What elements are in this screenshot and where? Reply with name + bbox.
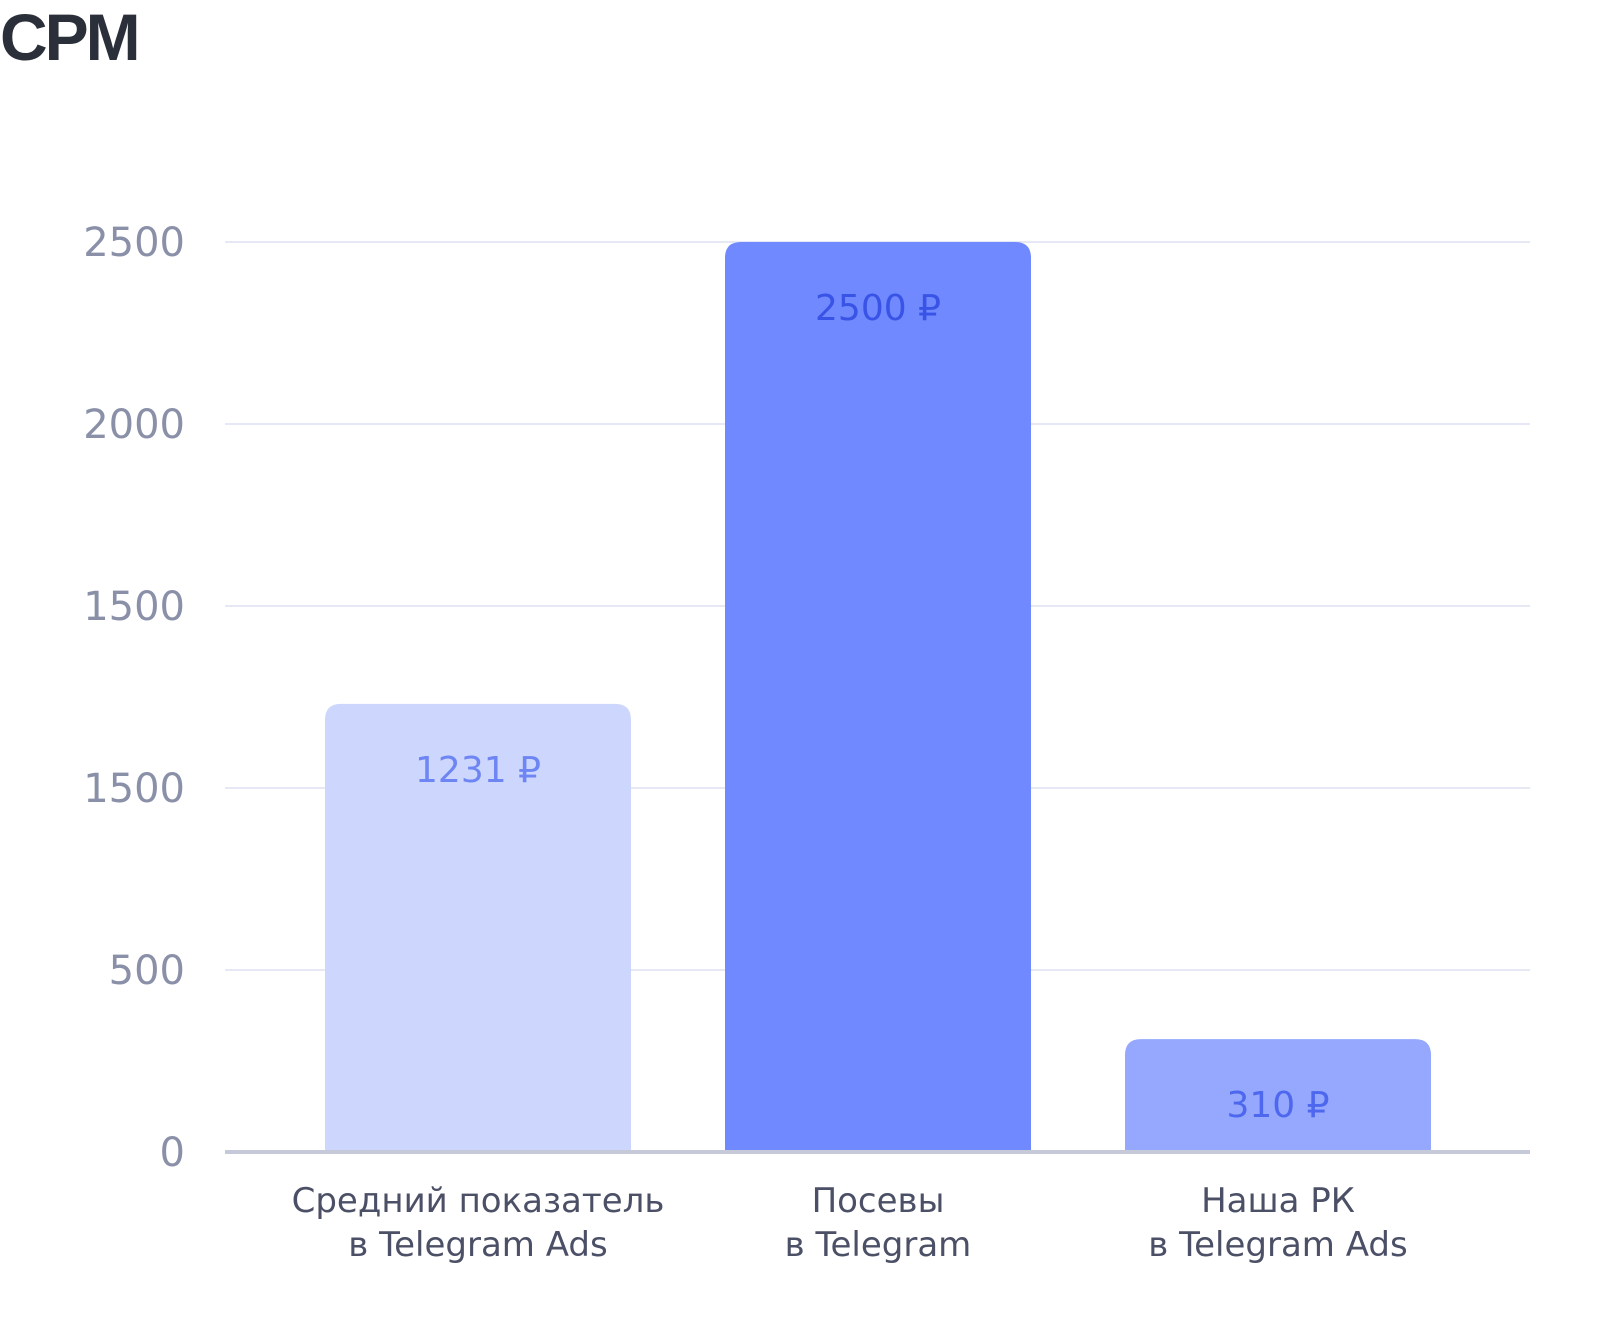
bar-2 [725, 242, 1031, 1152]
y-tick-label: 0 [160, 1130, 185, 1176]
y-tick-label: 2000 [83, 402, 185, 448]
bars [225, 242, 1530, 1154]
y-tick-label: 1500 [83, 584, 185, 630]
y-tick-label: 2500 [83, 220, 185, 266]
x-category-label: Средний показатель [292, 1181, 665, 1221]
chart-title: CPM [0, 0, 141, 74]
x-category-label: в Telegram Ads [348, 1225, 607, 1265]
x-category-label: Посевы [812, 1181, 945, 1221]
data-label: 310 ₽ [1226, 1085, 1329, 1126]
labels: 0 500 1500 1500 2000 2500 1231 ₽ Средний показа… [83, 220, 1408, 1265]
data-label: 1231 ₽ [415, 750, 541, 791]
x-category-label: в Telegram [785, 1225, 972, 1265]
y-tick-label: 1500 [83, 766, 185, 812]
x-category-label: в Telegram Ads [1148, 1225, 1407, 1265]
bar-1 [325, 703, 631, 1152]
y-tick-label: 500 [109, 948, 185, 994]
bar-3 [1125, 1039, 1431, 1152]
data-label: 2500 ₽ [815, 288, 941, 329]
x-category-label: Наша РК [1201, 1181, 1355, 1221]
